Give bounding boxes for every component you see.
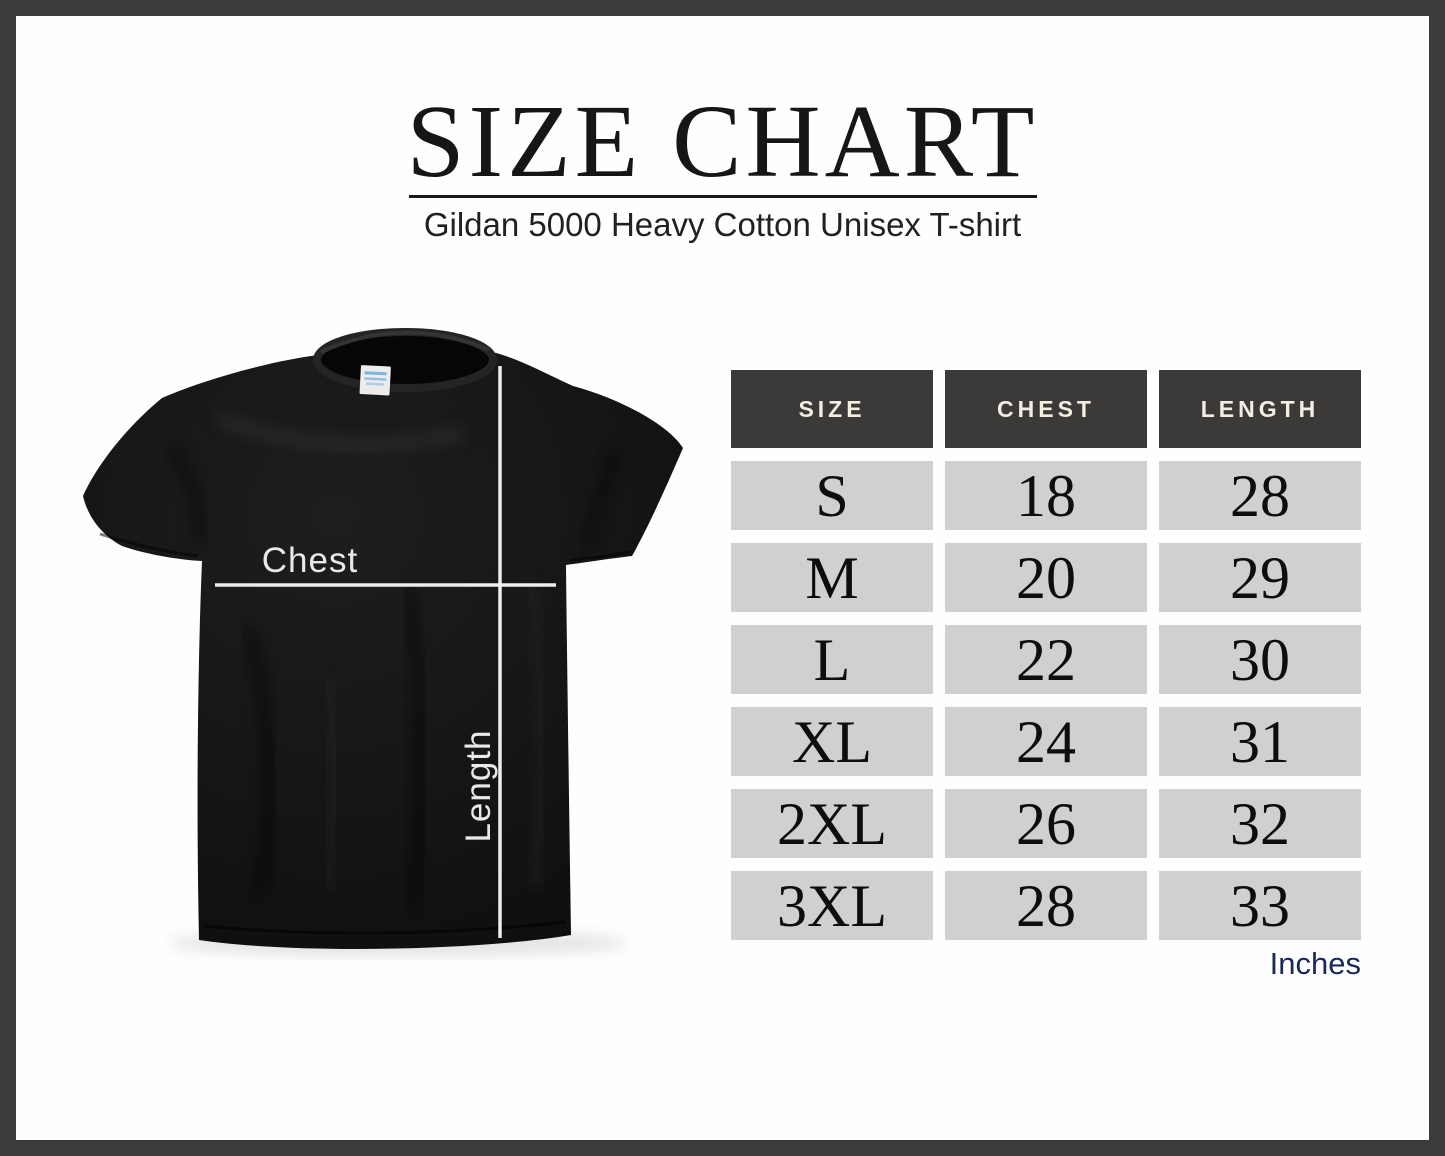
cell-length: 31 (1159, 707, 1361, 776)
col-header-chest: CHEST (945, 370, 1147, 448)
tshirt-image: Chest Length (83, 328, 683, 957)
cell-length: 29 (1159, 543, 1361, 612)
cell-chest: 20 (945, 543, 1147, 612)
cell-size: M (731, 543, 933, 612)
cell-length: 28 (1159, 461, 1361, 530)
cell-size: S (731, 461, 933, 530)
cell-chest: 22 (945, 625, 1147, 694)
col-header-length: LENGTH (1159, 370, 1361, 448)
page-title: SIZE CHART (406, 84, 1039, 199)
shirt-silhouette (83, 330, 683, 949)
cell-size: 2XL (731, 789, 933, 858)
size-table: SIZE CHEST LENGTH S 18 28 M 20 29 L 22 3… (731, 370, 1361, 940)
col-header-size: SIZE (731, 370, 933, 448)
chest-label: Chest (262, 541, 358, 580)
collar-tag (359, 365, 391, 396)
shirt-collar (313, 328, 497, 392)
cell-chest: 18 (945, 461, 1147, 530)
cell-size: 3XL (731, 871, 933, 940)
cell-size: XL (731, 707, 933, 776)
tshirt-figure: Chest Length (78, 328, 698, 960)
length-label: Length (459, 729, 498, 842)
title-underline (408, 195, 1037, 198)
cell-length: 32 (1159, 789, 1361, 858)
units-label: Inches (1269, 946, 1361, 981)
cell-length: 30 (1159, 625, 1361, 694)
cell-size: L (731, 625, 933, 694)
page-subtitle: Gildan 5000 Heavy Cotton Unisex T-shirt (423, 206, 1022, 243)
cell-chest: 26 (945, 789, 1147, 858)
cell-chest: 28 (945, 871, 1147, 940)
fabric-wrinkles (99, 413, 631, 935)
cell-chest: 24 (945, 707, 1147, 776)
cell-length: 33 (1159, 871, 1361, 940)
